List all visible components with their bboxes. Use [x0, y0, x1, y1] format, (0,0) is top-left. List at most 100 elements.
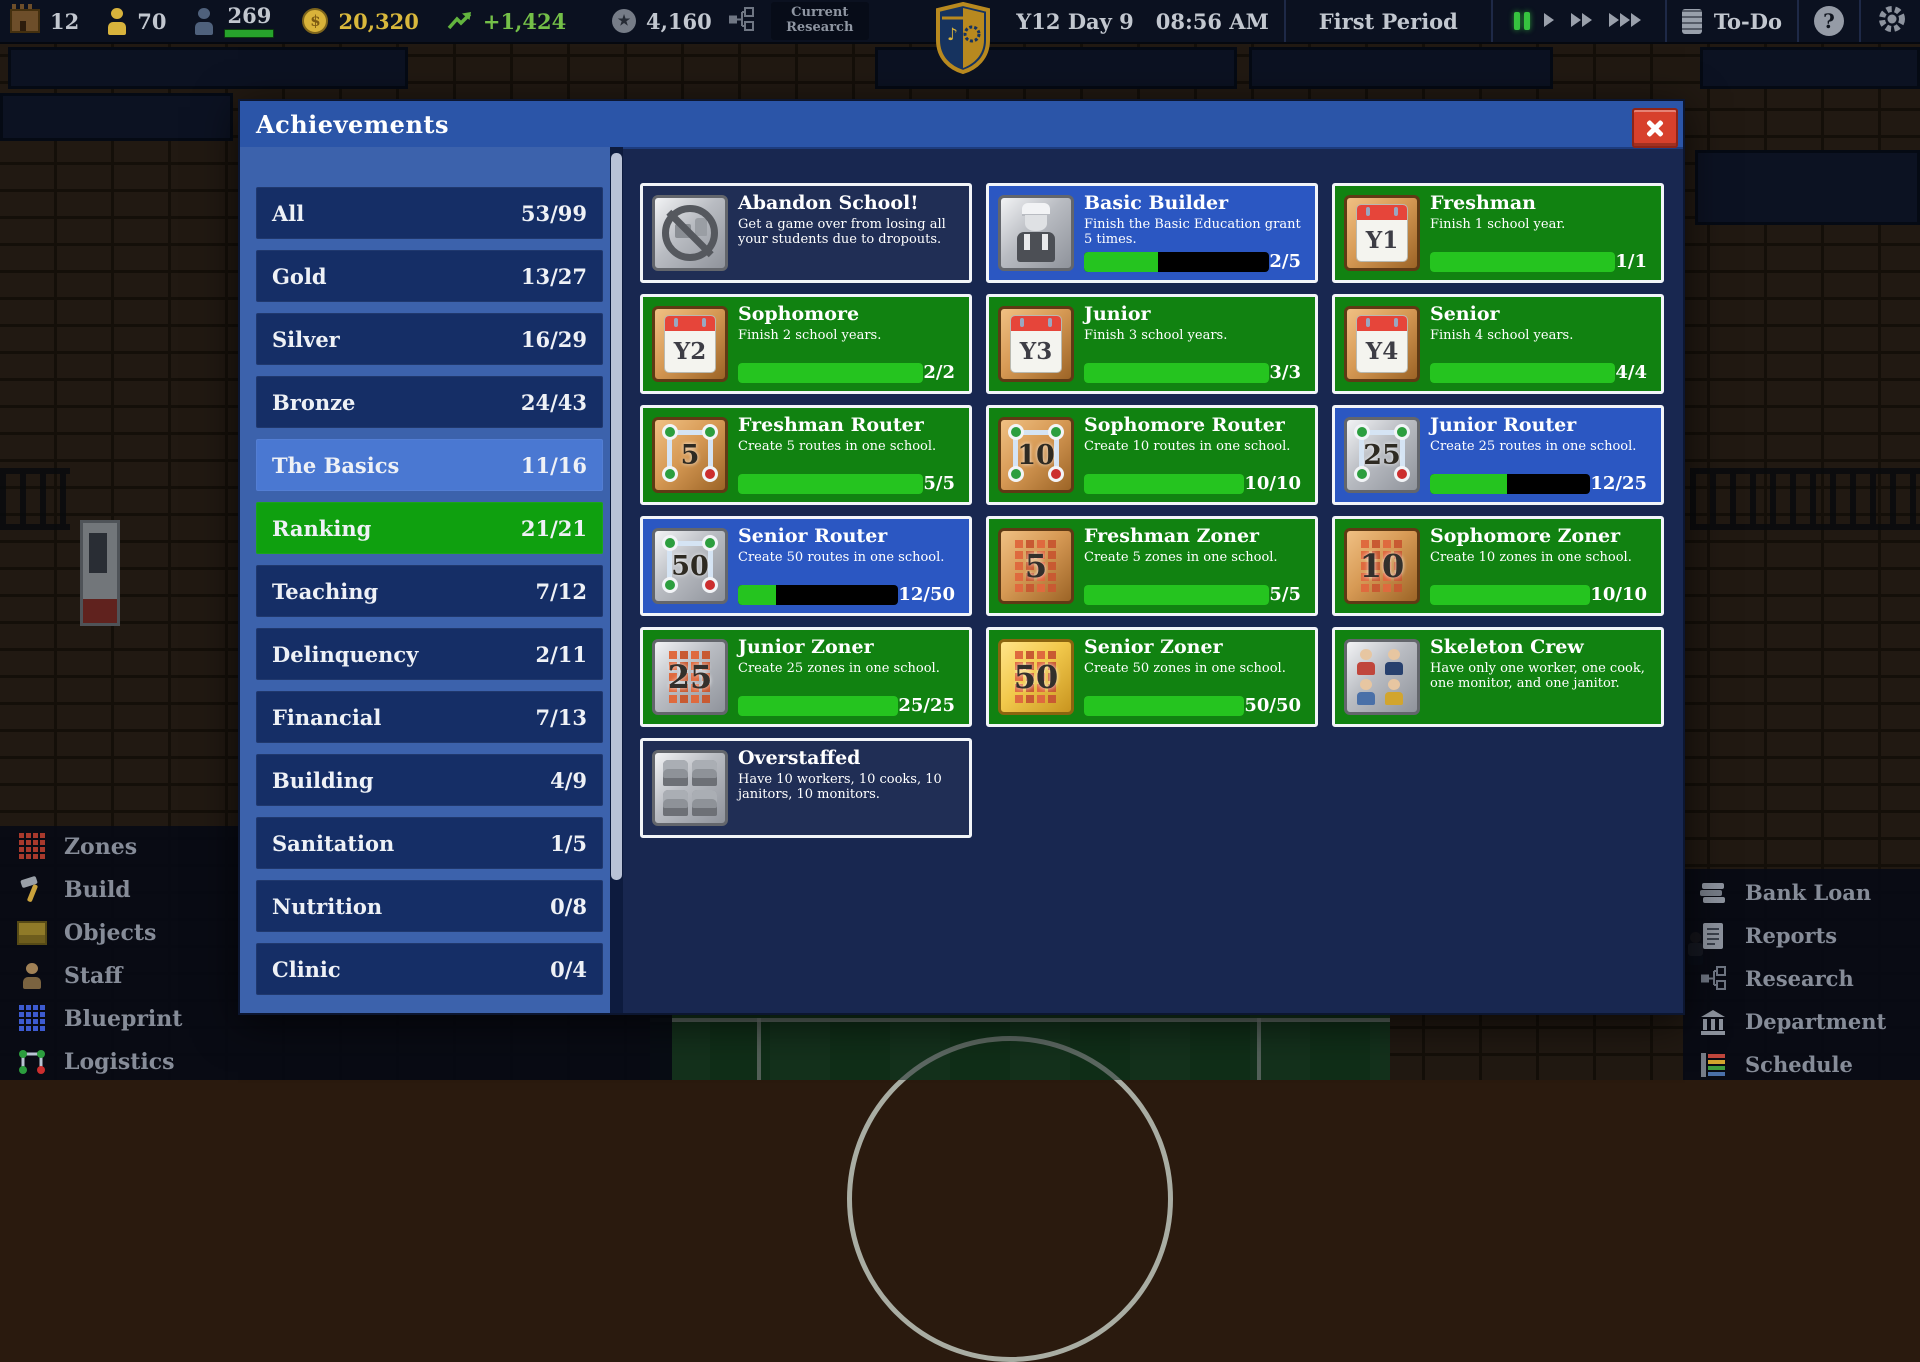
room	[0, 93, 233, 141]
achievement-badge-icon: 10	[998, 417, 1074, 493]
progress-bar	[1430, 362, 1616, 383]
category-sidebar: All 53/99 Gold 13/27 Silver 16/29 Bronze 24/43 T…	[240, 147, 610, 1013]
category-the-basics[interactable]: The Basics 11/16	[256, 439, 603, 491]
current-research-label[interactable]: Current Research	[770, 2, 869, 40]
room	[1695, 150, 1920, 225]
department-icon	[1699, 1009, 1727, 1035]
achievement-badge-icon: Y1	[1344, 195, 1420, 271]
scrollbar-thumb[interactable]	[611, 153, 622, 881]
stat-value: 20,320	[338, 8, 419, 34]
achievement-title: Senior Router	[738, 525, 888, 547]
achievement-title: Senior	[1430, 303, 1500, 325]
divider	[1859, 0, 1861, 42]
progress-bar	[1084, 584, 1270, 605]
progress-value: 12/50	[898, 584, 955, 605]
progress-fill	[1084, 362, 1270, 383]
soccer-field	[650, 1012, 1390, 1080]
achievement-card: 10 Sophomore Zoner Create 10 zones in one …	[1332, 516, 1664, 616]
achievement-badge-icon: 5	[652, 417, 728, 493]
progress-fill	[738, 584, 777, 605]
menu-item-label: Reports	[1745, 923, 1838, 948]
stat-student: 70	[107, 7, 166, 35]
progress-value: 5/5	[1269, 584, 1301, 605]
category-label: Teaching	[272, 578, 379, 604]
achievement-description: Create 10 zones in one school.	[1430, 549, 1632, 565]
category-clinic[interactable]: Clinic 0/4	[256, 943, 603, 995]
menu-item-reports[interactable]: Reports	[1697, 920, 1886, 951]
room	[875, 47, 1237, 89]
progress-fill	[738, 473, 924, 494]
achievement-card: Abandon School! Get a game over from losi…	[640, 183, 972, 283]
room	[1700, 47, 1920, 89]
menu-item-label: Zones	[64, 833, 138, 860]
close-button[interactable]	[1632, 108, 1678, 148]
category-delinquency[interactable]: Delinquency 2/11	[256, 628, 603, 680]
achievement-title: Sophomore Zoner	[1430, 525, 1621, 547]
gear-icon[interactable]	[1876, 3, 1908, 40]
menu-item-zones[interactable]: Zones	[16, 831, 182, 862]
achievement-progress-row: 10/10	[1084, 473, 1303, 494]
progress-fill	[738, 362, 924, 383]
category-nutrition[interactable]: Nutrition 0/8	[256, 880, 603, 932]
achievement-title: Abandon School!	[738, 192, 919, 214]
menu-item-label: Logistics	[64, 1048, 175, 1075]
fence	[1690, 468, 1920, 530]
right-menu: Bank Loan Reports Research Department Schedu…	[1697, 877, 1886, 1080]
menu-item-label: Department	[1745, 1009, 1887, 1034]
left-menu: Zones Build Objects Staff Blueprint Logistics	[16, 831, 182, 1077]
fastest-forward-button[interactable]	[1608, 9, 1644, 34]
category-count: 11/16	[520, 452, 587, 478]
menu-item-build[interactable]: Build	[16, 874, 182, 905]
category-all[interactable]: All 53/99	[256, 187, 603, 239]
todo-list-icon[interactable]	[1681, 8, 1702, 34]
progress-value: 10/10	[1590, 584, 1647, 605]
objects-icon	[17, 920, 47, 945]
todo-button[interactable]: To-Do	[1713, 8, 1782, 34]
category-ranking[interactable]: Ranking 21/21	[256, 502, 603, 554]
category-bronze[interactable]: Bronze 24/43	[256, 376, 603, 428]
achievement-progress-row: 2/2	[738, 362, 957, 383]
fast-forward-button[interactable]	[1570, 9, 1595, 34]
menu-item-research[interactable]: Research	[1697, 963, 1886, 994]
menu-item-blueprint[interactable]: Blueprint	[16, 1003, 182, 1034]
svg-text:♪: ♪	[947, 25, 958, 45]
menu-item-logistics[interactable]: Logistics	[16, 1046, 182, 1077]
category-gold[interactable]: Gold 13/27	[256, 250, 603, 302]
category-count: 7/13	[535, 704, 587, 730]
achievement-badge-icon: 25	[1344, 417, 1420, 493]
stat-money: $20,320	[302, 8, 419, 34]
help-icon[interactable]: ?	[1814, 6, 1844, 36]
star-icon: ★	[612, 9, 636, 33]
category-financial[interactable]: Financial 7/13	[256, 691, 603, 743]
schedule-icon	[1700, 1052, 1726, 1078]
category-count: 16/29	[520, 326, 587, 352]
achievement-title: Junior Router	[1430, 414, 1577, 436]
play-button[interactable]	[1543, 9, 1557, 34]
achievement-card: Y3 Junior Finish 3 school years. 3/3	[986, 294, 1318, 394]
menu-item-schedule[interactable]: Schedule	[1697, 1049, 1886, 1080]
menu-item-bank-loan[interactable]: Bank Loan	[1697, 877, 1886, 908]
research-icon[interactable]	[728, 6, 755, 36]
menu-item-department[interactable]: Department	[1697, 1006, 1886, 1037]
achievement-description: Finish 1 school year.	[1430, 216, 1566, 232]
category-label: Ranking	[272, 515, 372, 541]
category-building[interactable]: Building 4/9	[256, 754, 603, 806]
category-teaching[interactable]: Teaching 7/12	[256, 565, 603, 617]
achievement-badge-icon: Y4	[1344, 306, 1420, 382]
category-label: Nutrition	[272, 893, 383, 919]
category-silver[interactable]: Silver 16/29	[256, 313, 603, 365]
category-label: The Basics	[272, 452, 400, 478]
pause-button[interactable]	[1513, 12, 1530, 30]
category-label: All	[272, 200, 305, 226]
research-icon	[1700, 966, 1727, 991]
achievement-description: Create 50 zones in one school.	[1084, 660, 1286, 676]
achievement-progress-row: 5/5	[1084, 584, 1303, 605]
achievements-grid: Abandon School! Get a game over from losi…	[623, 147, 1683, 1013]
sidebar-scrollbar[interactable]	[610, 147, 623, 1013]
stat-value: 4,160	[646, 8, 712, 34]
menu-item-staff[interactable]: Staff	[16, 960, 182, 991]
menu-item-objects[interactable]: Objects	[16, 917, 182, 948]
category-sanitation[interactable]: Sanitation 1/5	[256, 817, 603, 869]
category-label: Bronze	[272, 389, 356, 415]
stat-value: 12	[50, 8, 80, 34]
